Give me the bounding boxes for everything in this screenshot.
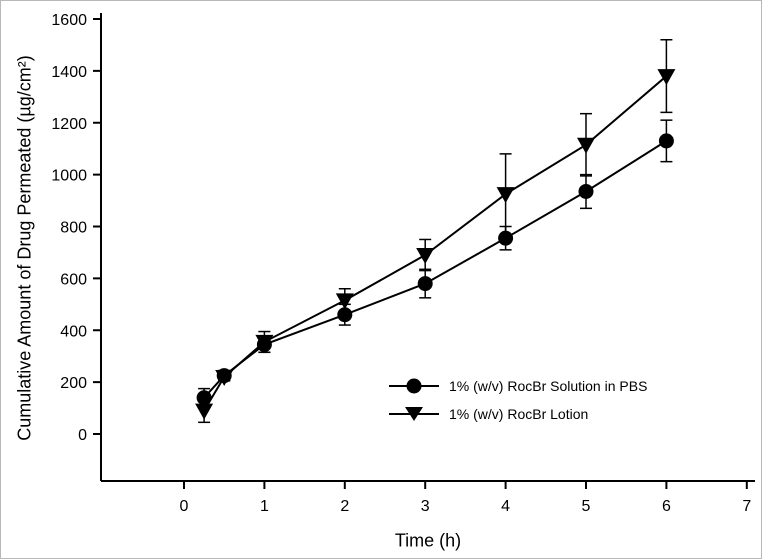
series-0-error-bars (198, 119, 673, 408)
x-tick-label: 5 (582, 498, 591, 515)
x-tick-label: 6 (662, 498, 671, 515)
legend-item-lotion: 1% (w/v) RocBr Lotion (389, 403, 647, 425)
y-tick-label: 1200 (51, 116, 87, 133)
series-0-markers (196, 133, 674, 406)
series-1-error-bars (198, 39, 673, 424)
legend-label-lotion: 1% (w/v) RocBr Lotion (449, 406, 589, 422)
x-tick-label: 3 (421, 498, 430, 515)
series-1-line (203, 75, 668, 412)
y-tick-label: 1000 (51, 168, 87, 185)
y-tick-label: 1600 (51, 12, 87, 29)
x-tick-label: 2 (340, 498, 349, 515)
x-axis-title: Time (h) (394, 530, 462, 551)
x-tick-label: 1 (260, 498, 269, 515)
circle-marker-icon (406, 378, 422, 394)
series-0-line (203, 140, 667, 399)
y-tick-label: 200 (60, 375, 87, 392)
y-tick-label: 400 (60, 323, 87, 340)
y-tick-label: 800 (60, 220, 87, 237)
y-axis: 0 200 400 600 800 1000 1200 1400 1600 (51, 12, 102, 481)
legend-key (389, 375, 439, 397)
x-axis: 0 1 2 3 4 5 6 7 (101, 480, 755, 515)
legend: 1% (w/v) RocBr Solution in PBS 1% (w/v) … (389, 375, 647, 425)
y-tick-label: 0 (78, 427, 87, 444)
series-1-markers (195, 69, 676, 420)
y-axis-title: Cumulative Amount of Drug Permeated (µg/… (14, 55, 35, 441)
x-tick-label: 0 (180, 498, 189, 515)
legend-label-solution: 1% (w/v) RocBr Solution in PBS (449, 378, 648, 394)
legend-key (389, 403, 439, 425)
triangle-down-marker-icon (405, 407, 423, 421)
y-tick-label: 600 (60, 271, 87, 288)
x-tick-label: 7 (742, 498, 751, 515)
legend-item-solution: 1% (w/v) RocBr Solution in PBS (389, 375, 647, 397)
x-tick-label: 4 (501, 498, 510, 515)
y-tick-label: 1400 (51, 64, 87, 81)
